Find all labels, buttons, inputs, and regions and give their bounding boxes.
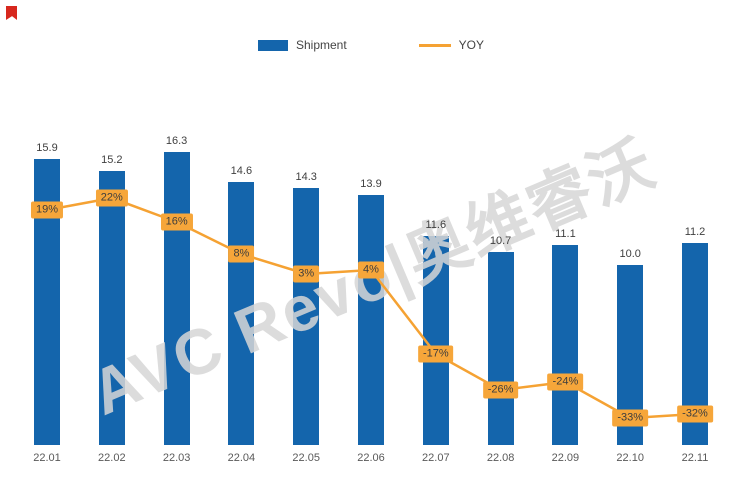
shipment-bar [358,194,384,445]
bar-value-label: 13.9 [360,177,382,190]
legend-item-shipment: Shipment [257,38,347,52]
legend-item-yoy: YOY [418,38,485,52]
shipment-bar [293,187,320,445]
bar-value-label: 14.6 [230,165,253,178]
bar-value-label: 15.9 [36,141,58,154]
yoy-point-label: 4% [358,261,384,279]
bar-value-label: 11.6 [425,219,447,232]
x-axis-label: 22.05 [292,452,320,464]
yoy-point-label: 22% [95,189,128,207]
x-axis-label: 22.08 [486,452,515,464]
x-axis-label: 22.09 [551,452,580,464]
bar-value-label: 14.3 [295,170,317,183]
yoy-point-label: -17% [417,345,454,363]
bar-value-label: 15.2 [101,154,123,167]
x-axis-label: 22.03 [162,452,191,464]
legend: Shipment YOY [0,38,742,52]
yoy-swatch-icon [418,43,451,47]
bar-value-label: 10.7 [489,235,512,248]
yoy-point-label: -24% [547,373,584,391]
yoy-point-label: 16% [160,213,193,231]
legend-label-yoy: YOY [458,38,485,52]
shipment-bar [552,245,579,445]
x-axis-label: 22.01 [33,452,61,464]
x-axis-label: 22.07 [422,452,450,464]
yoy-point-label: 3% [293,265,320,283]
yoy-point-label: 8% [228,245,255,263]
bar-value-label: 11.2 [684,226,706,239]
legend-label-shipment: Shipment [295,38,347,52]
bar-value-label: 10.0 [619,248,641,260]
shipment-bar [422,236,449,445]
yoy-point-label: 19% [30,201,64,219]
yoy-point-label: -26% [482,381,519,399]
x-axis-label: 22.06 [357,452,385,464]
bar-value-label: 16.3 [165,134,188,147]
x-axis-label: 22.10 [616,452,644,464]
x-axis-label: 22.02 [98,452,126,464]
shipment-bar [163,151,190,445]
x-axis-label: 22.11 [681,452,709,464]
corner-mark [6,6,17,20]
shipment-bar [98,171,125,445]
yoy-point-label: -33% [612,409,649,427]
yoy-point-label: -32% [677,405,713,423]
x-axis-label: 22.04 [227,452,256,464]
bar-value-label: 11.1 [555,228,576,241]
shipment-swatch-icon [257,39,288,51]
shipment-bar [487,252,514,445]
shipment-bar [228,182,255,445]
